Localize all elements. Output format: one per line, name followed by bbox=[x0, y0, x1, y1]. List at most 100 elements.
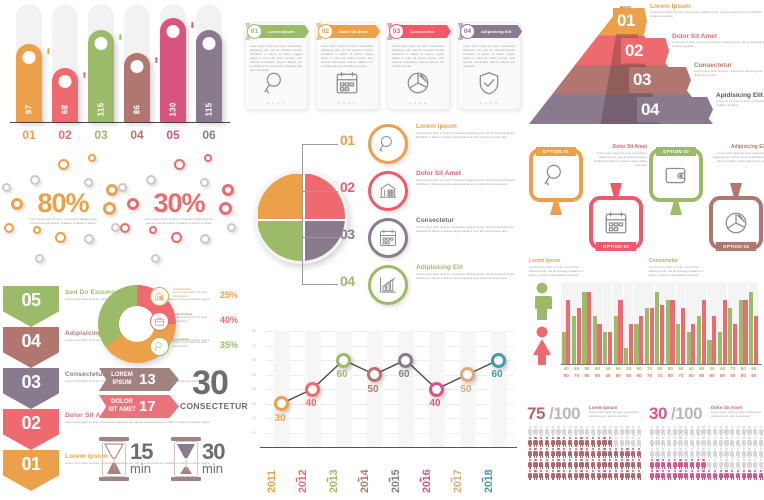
option-desc: Lorem ipsum dolor sit amet, consectetur … bbox=[712, 151, 764, 163]
puzzle-quadrant-1[interactable] bbox=[257, 173, 304, 220]
column-bar-value: 115 bbox=[204, 102, 214, 117]
info-card-04[interactable]: Adipisicing Elit 04 Lorem ipsum dolor sit … bbox=[457, 22, 522, 110]
option-title: Dolor Sit Amet bbox=[612, 144, 647, 150]
donut-legend-title: Dolor Sit Amet bbox=[173, 312, 193, 316]
bar-track bbox=[633, 282, 644, 364]
male-bar bbox=[696, 316, 702, 364]
puzzle-item-04: 04 Adipisicing Elit Lorem ipsum dolor sit … bbox=[340, 263, 525, 310]
puzzle-quadrant-2[interactable] bbox=[304, 173, 345, 220]
person-empty bbox=[735, 426, 741, 437]
card-ribbon-header: Dolor Sit Amet 02 bbox=[316, 23, 380, 40]
donut-legend-row: Lorem Ipsum Lorem ipsum dolor sit amet co… bbox=[150, 285, 238, 310]
person-filled bbox=[544, 448, 550, 459]
puzzle-item-icon-circle bbox=[368, 124, 408, 164]
data-value-2013: 60 bbox=[336, 369, 348, 380]
bar-track bbox=[738, 282, 748, 364]
person-empty bbox=[556, 426, 562, 437]
gender-value: 80 bbox=[740, 373, 746, 378]
person-filled bbox=[608, 470, 614, 481]
person-filled bbox=[666, 459, 672, 470]
info-card-03[interactable]: Consectetur 03 Lorem ipsum dolor sit amet,… bbox=[386, 22, 451, 110]
puzzle-quadrant-3[interactable] bbox=[257, 220, 304, 261]
puzzle-item-number: 01 bbox=[340, 132, 355, 148]
person-empty bbox=[689, 437, 695, 448]
person-empty bbox=[573, 426, 579, 437]
option-text: Dolor Sit Amet Lorem ipsum dolor sit amet… bbox=[589, 144, 647, 168]
pyramid-text-03: Consectetur Lorem ipsum dolor sit amet, c… bbox=[694, 62, 764, 78]
data-point-2013 bbox=[336, 352, 351, 368]
person-empty bbox=[730, 448, 736, 459]
trend-up-icon: ⬆ bbox=[81, 70, 88, 80]
donut-legend: Lorem Ipsum Lorem ipsum dolor sit amet co… bbox=[150, 285, 238, 360]
donut-legend-percent: 35% bbox=[219, 340, 238, 350]
decorative-ring bbox=[199, 178, 209, 188]
card-number-badge: 04 bbox=[460, 24, 475, 39]
person-empty bbox=[753, 437, 759, 448]
bar-track bbox=[675, 282, 686, 364]
person-empty bbox=[741, 459, 747, 470]
bar-track bbox=[602, 282, 613, 364]
people-grid bbox=[649, 426, 764, 481]
person-filled bbox=[567, 459, 573, 470]
person-filled bbox=[573, 448, 579, 459]
card-title: Adipisicing Elit bbox=[481, 29, 512, 34]
gender-value: 80 bbox=[563, 373, 569, 378]
x-label-2014: 2014 bbox=[358, 469, 371, 493]
option-desc: Lorem ipsum dolor sit amet, consectetur … bbox=[593, 151, 647, 167]
person-filled bbox=[747, 470, 753, 481]
column-bar-value: 68 bbox=[60, 104, 70, 115]
person-empty bbox=[608, 426, 614, 437]
card-dots: ● ● ● ● bbox=[408, 101, 428, 105]
magnifier-icon bbox=[245, 69, 307, 97]
person-filled bbox=[602, 437, 608, 448]
middle-column: Lorem Ipsum 01 Lorem ipsum dolor sit amet,… bbox=[240, 0, 525, 500]
option-tag: OPTION 01 bbox=[536, 147, 576, 156]
column-label-04: 04 bbox=[130, 128, 144, 142]
option-stem bbox=[610, 183, 622, 196]
gender-value: 40 bbox=[563, 366, 569, 371]
male-bar bbox=[655, 292, 660, 364]
x-label-2016: 2016 bbox=[420, 469, 433, 493]
gender-value: 60 bbox=[594, 366, 601, 371]
female-bar bbox=[732, 324, 738, 364]
person-empty bbox=[758, 426, 764, 437]
column-bar-dot bbox=[58, 74, 72, 88]
option-stem bbox=[730, 183, 742, 196]
person-filled bbox=[562, 448, 568, 459]
trend-down-icon: ⬇ bbox=[356, 478, 362, 484]
banner: DOLOR SIT AMET 17 bbox=[99, 395, 179, 418]
bar-track bbox=[654, 282, 665, 364]
data-point-2018 bbox=[491, 352, 506, 368]
puzzle-item-icon-circle bbox=[368, 265, 408, 305]
person-filled bbox=[556, 437, 562, 448]
person-filled bbox=[567, 448, 573, 459]
bar-track bbox=[696, 282, 707, 364]
arrow-step-body: Dolor Sit Amet Lorem ipsum dolor sit amet… bbox=[65, 412, 236, 425]
banner-list: LOREM IPSUM 13 DOLOR SIT AMET 17 bbox=[99, 368, 179, 422]
person-filled bbox=[631, 448, 637, 459]
person-filled bbox=[533, 470, 539, 481]
male-figure-icon bbox=[529, 282, 555, 322]
donut-legend-percent: 40% bbox=[219, 315, 238, 325]
decorative-ring bbox=[127, 197, 140, 210]
male-bar bbox=[571, 316, 577, 364]
person-empty bbox=[625, 426, 631, 437]
female-figure-icon bbox=[529, 326, 555, 366]
option-stem bbox=[670, 202, 682, 215]
pyramid-title: Consectetur bbox=[694, 62, 732, 69]
puzzle-quadrant-4[interactable] bbox=[304, 220, 345, 261]
person-filled bbox=[533, 459, 539, 470]
pyramid-desc: Lorem ipsum dolor sit amet, consectetur … bbox=[650, 11, 762, 19]
info-card-02[interactable]: Dolor Sit Amet 02 Lorem ipsum dolor sit am… bbox=[315, 22, 380, 110]
column-bar-value: 115 bbox=[96, 102, 106, 117]
card-ribbon-header: Consectetur 03 bbox=[387, 23, 451, 40]
person-empty bbox=[747, 426, 753, 437]
female-bar bbox=[566, 300, 571, 364]
arrow-step-title: Consectetur bbox=[65, 371, 106, 378]
gridline bbox=[266, 403, 514, 404]
female-bar bbox=[701, 300, 706, 364]
info-card-01[interactable]: Lorem Ipsum 01 Lorem ipsum dolor sit amet,… bbox=[244, 22, 309, 110]
data-point-2015 bbox=[398, 352, 413, 368]
gender-value: 50 bbox=[626, 373, 632, 378]
donut-legend-desc: Lorem ipsum dolor sit amet consectetur bbox=[173, 341, 207, 349]
